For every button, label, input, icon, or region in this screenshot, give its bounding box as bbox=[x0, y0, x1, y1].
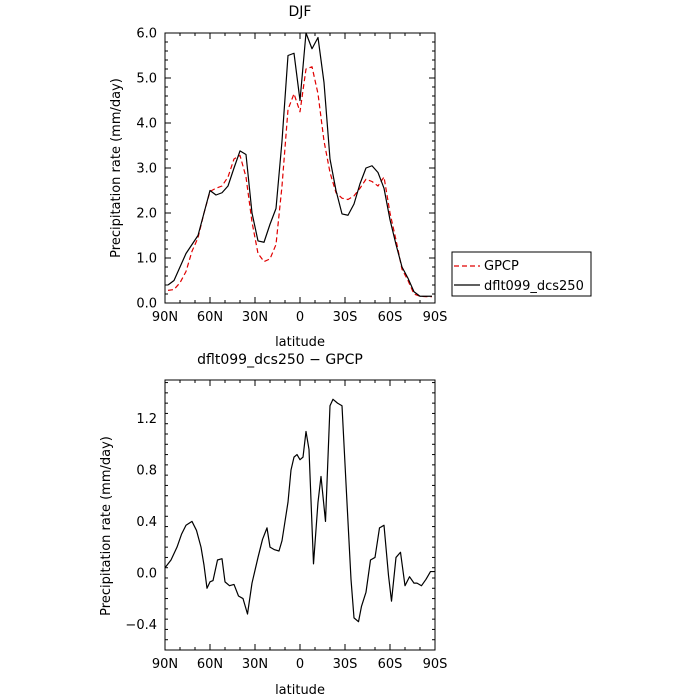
x-tick-label: 90N bbox=[152, 310, 178, 325]
x-axis-label: latitude bbox=[275, 683, 325, 698]
y-tick-label: 5.0 bbox=[136, 72, 157, 87]
tick-group: 90N 60N 30N 0 30S 60S 90S 0.0 1.0 2.0 3.0 4.0 5.0 6.0 bbox=[136, 27, 447, 326]
series-line-diff-0 bbox=[164, 398, 435, 623]
legend: GPCP dflt099_dcs250 bbox=[451, 251, 592, 297]
x-tick-label: 30S bbox=[333, 657, 358, 672]
x-tick-label: 60S bbox=[378, 657, 403, 672]
plot-frame bbox=[164, 379, 436, 651]
x-tick-label: 30S bbox=[333, 310, 358, 325]
plot-frame bbox=[164, 32, 436, 304]
x-tick-label: 30N bbox=[242, 657, 268, 672]
y-tick-label: 2.0 bbox=[136, 207, 157, 222]
legend-label-gpcp: GPCP bbox=[484, 259, 519, 274]
legend-box bbox=[451, 251, 592, 297]
top-panel: DJF latitude Precipitation rate (mm/day)… bbox=[109, 4, 447, 350]
y-tick-label: 0.0 bbox=[136, 297, 157, 312]
y-tick-label: 1.2 bbox=[136, 412, 157, 427]
x-axis-label: latitude bbox=[275, 335, 325, 350]
x-tick-label: 90S bbox=[423, 310, 448, 325]
chart-title: dflt099_dcs250 − GPCP bbox=[197, 352, 363, 368]
y-tick-label: 0.8 bbox=[136, 464, 157, 479]
y-tick-label: −0.4 bbox=[125, 618, 157, 633]
y-tick-label: 0.4 bbox=[136, 515, 157, 530]
series-group bbox=[164, 398, 435, 623]
y-axis-label: Precipitation rate (mm/day) bbox=[99, 436, 114, 616]
legend-label-dflt099: dflt099_dcs250 bbox=[484, 279, 584, 294]
x-tick-label: 0 bbox=[296, 310, 304, 325]
y-tick-label: 0.0 bbox=[136, 566, 157, 581]
y-tick-label: 4.0 bbox=[136, 117, 157, 132]
tick-group: 90N 60N 30N 0 30S 60S 90S −0.4 0.0 0.4 0.8 1.2 bbox=[125, 380, 447, 672]
bottom-panel: dflt099_dcs250 − GPCP latitude Precipita… bbox=[99, 352, 447, 698]
chart-title: DJF bbox=[289, 4, 312, 20]
y-tick-label: 1.0 bbox=[136, 252, 157, 267]
series-group bbox=[167, 32, 432, 298]
x-tick-label: 90S bbox=[423, 657, 448, 672]
series-line-dflt099-dcs250 bbox=[167, 32, 432, 297]
x-tick-label: 60N bbox=[197, 310, 223, 325]
x-tick-label: 90N bbox=[152, 657, 178, 672]
x-tick-label: 60N bbox=[197, 657, 223, 672]
x-tick-label: 0 bbox=[296, 657, 304, 672]
x-tick-label: 60S bbox=[378, 310, 403, 325]
y-tick-label: 3.0 bbox=[136, 162, 157, 177]
x-tick-label: 30N bbox=[242, 310, 268, 325]
series-line-gpcp bbox=[167, 66, 432, 298]
y-tick-label: 6.0 bbox=[136, 27, 157, 42]
y-axis-label: Precipitation rate (mm/day) bbox=[109, 78, 124, 258]
